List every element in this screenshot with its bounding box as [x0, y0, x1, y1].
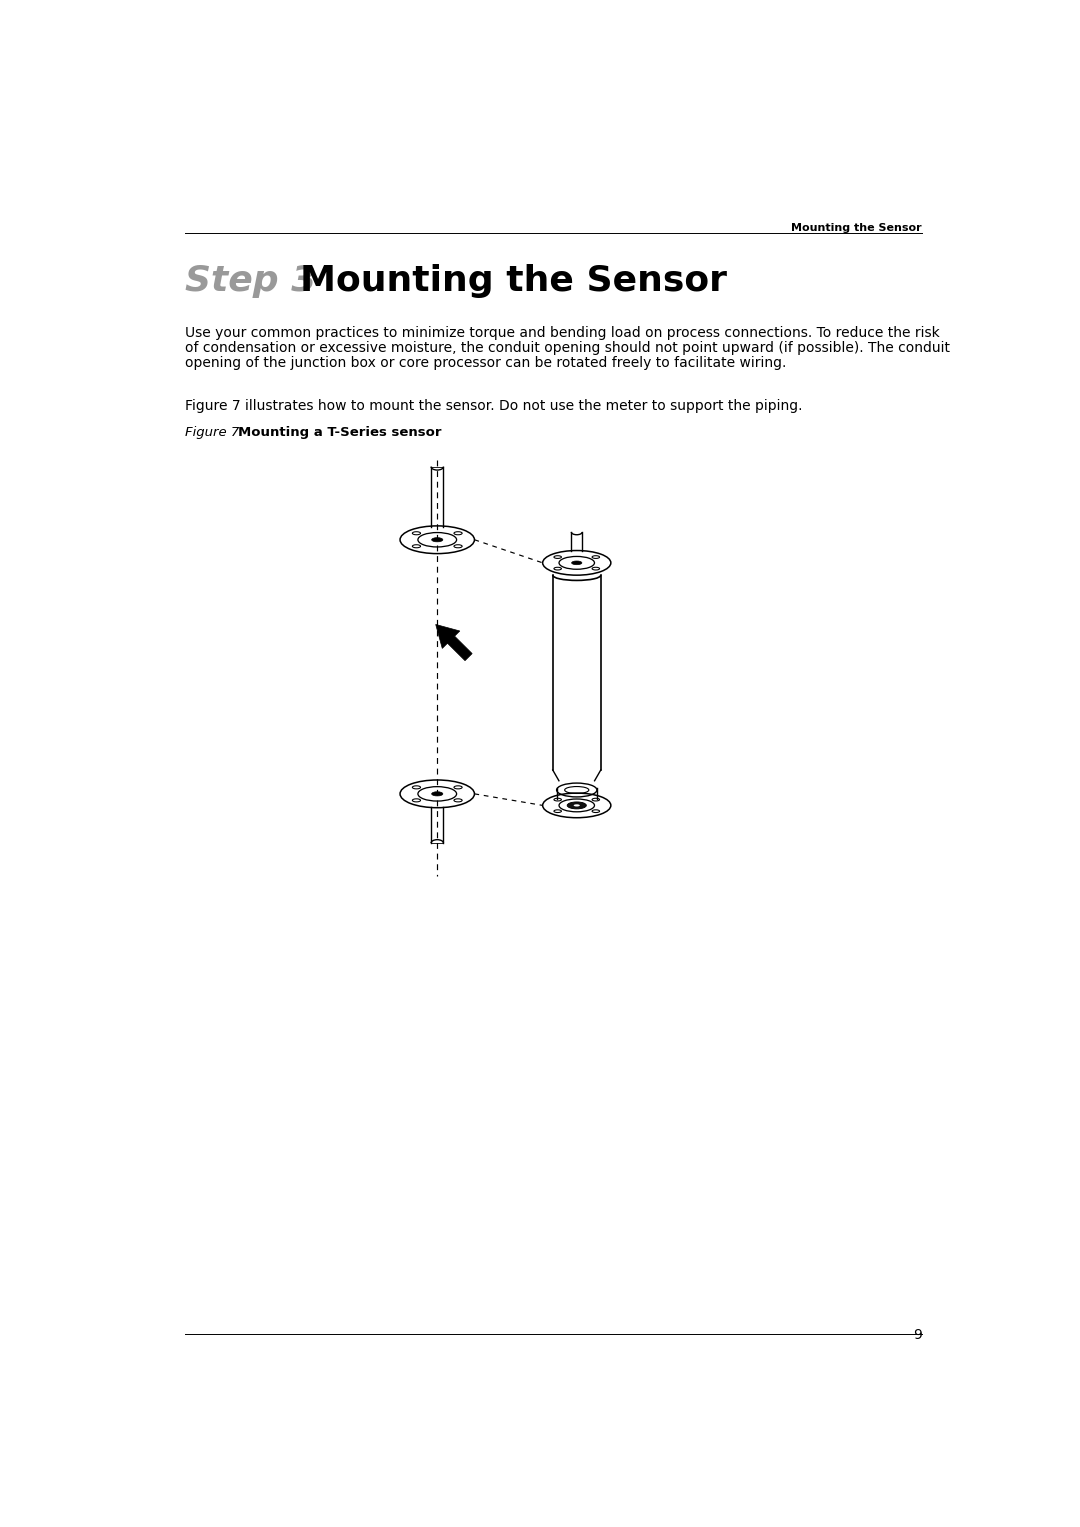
Text: opening of the junction box or core processor can be rotated freely to facilitat: opening of the junction box or core proc…	[186, 356, 786, 371]
Text: Figure 7: Figure 7	[186, 426, 240, 438]
Text: Mounting the Sensor: Mounting the Sensor	[791, 223, 921, 234]
Text: Step 3: Step 3	[186, 264, 316, 298]
Ellipse shape	[567, 802, 586, 809]
Ellipse shape	[573, 805, 580, 806]
Polygon shape	[435, 625, 472, 661]
Ellipse shape	[432, 538, 443, 542]
Text: Use your common practices to minimize torque and bending load on process connect: Use your common practices to minimize to…	[186, 325, 940, 339]
Ellipse shape	[432, 793, 443, 796]
Text: 9: 9	[913, 1328, 921, 1342]
Ellipse shape	[571, 560, 582, 565]
Text: Mounting a T-Series sensor: Mounting a T-Series sensor	[238, 426, 442, 438]
Text: of condensation or excessive moisture, the conduit opening should not point upwa: of condensation or excessive moisture, t…	[186, 341, 950, 356]
Text: Mounting the Sensor: Mounting the Sensor	[300, 264, 727, 298]
Text: Figure 7 illustrates how to mount the sensor. Do not use the meter to support th: Figure 7 illustrates how to mount the se…	[186, 399, 802, 412]
